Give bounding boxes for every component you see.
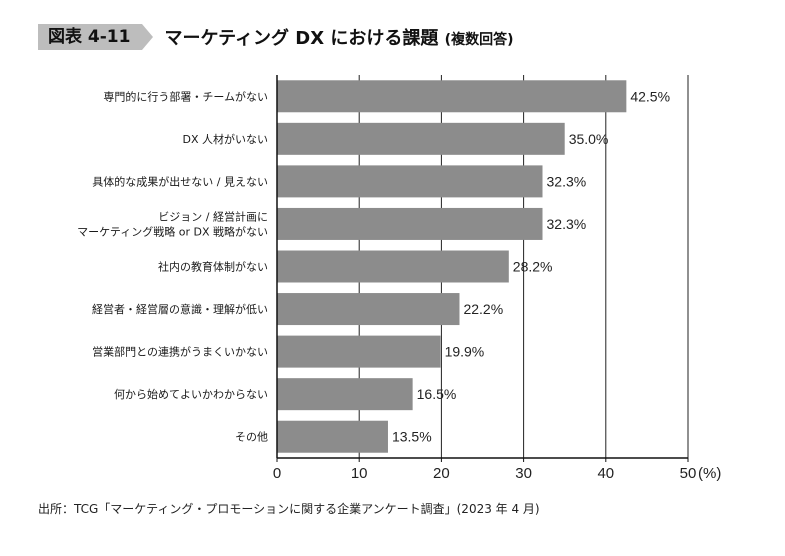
bar-value-label: 32.3% (547, 173, 587, 189)
chart-title: マーケティング DX における課題 (複数回答) (164, 24, 513, 50)
bar-value-label: 35.0% (569, 131, 609, 147)
category-label: マーケティング戦略 or DX 戦略がない (77, 224, 268, 238)
bar (277, 378, 413, 411)
bar (277, 293, 460, 326)
x-tick-label: 10 (351, 465, 368, 482)
x-tick-label: 20 (433, 465, 450, 482)
bar (277, 250, 509, 283)
bar-value-label: 32.3% (547, 216, 587, 232)
bar-chart: 42.5% 専門的に行う部署・チームがない 35.0% DX 人材がいない 32.3% 具… (77, 75, 721, 482)
bar (277, 420, 388, 453)
chart-subtitle: (複数回答) (444, 32, 514, 48)
source-note: 出所：TCG「マーケティング・プロモーションに関する企業アンケート調査」(202… (38, 502, 540, 516)
category-label: 社内の教育体制がない (158, 260, 268, 274)
bar (277, 335, 441, 368)
bar-value-label: 19.9% (445, 344, 485, 360)
bar-value-label: 16.5% (417, 386, 457, 402)
figure-number: 図表 4-11 (38, 24, 154, 50)
bar (277, 122, 565, 155)
category-label: ビジョン / 経営計画に (158, 209, 268, 223)
chart-title-text: マーケティング DX における課題 (164, 28, 439, 49)
x-tick-label: 30 (515, 465, 532, 482)
x-tick-label: 0 (273, 465, 281, 482)
category-label: DX 人材がいない (182, 132, 268, 146)
figure-header: 図表 4-11 マーケティング DX における課題 (複数回答) (38, 24, 513, 50)
x-tick-label: 40 (597, 465, 614, 482)
x-tick-label: 50 (680, 465, 697, 482)
category-label: 専門的に行う部署・チームがない (103, 89, 268, 103)
category-label: その他 (235, 431, 268, 444)
bar-value-label: 28.2% (513, 259, 553, 275)
bar (277, 80, 627, 113)
category-label: 経営者・経営層の意識・理解が低い (92, 302, 268, 316)
category-label: 営業部門との連携がうまくいかない (92, 345, 268, 359)
category-label: 具体的な成果が出せない / 見えない (92, 174, 268, 188)
bar-value-label: 13.5% (392, 429, 432, 445)
bar-value-label: 22.2% (463, 301, 503, 317)
x-axis-unit: (%) (698, 465, 721, 482)
bar (277, 165, 543, 198)
category-label: 何から始めてよいかわからない (114, 387, 268, 401)
bar-value-label: 42.5% (630, 88, 670, 104)
bar (277, 207, 543, 240)
